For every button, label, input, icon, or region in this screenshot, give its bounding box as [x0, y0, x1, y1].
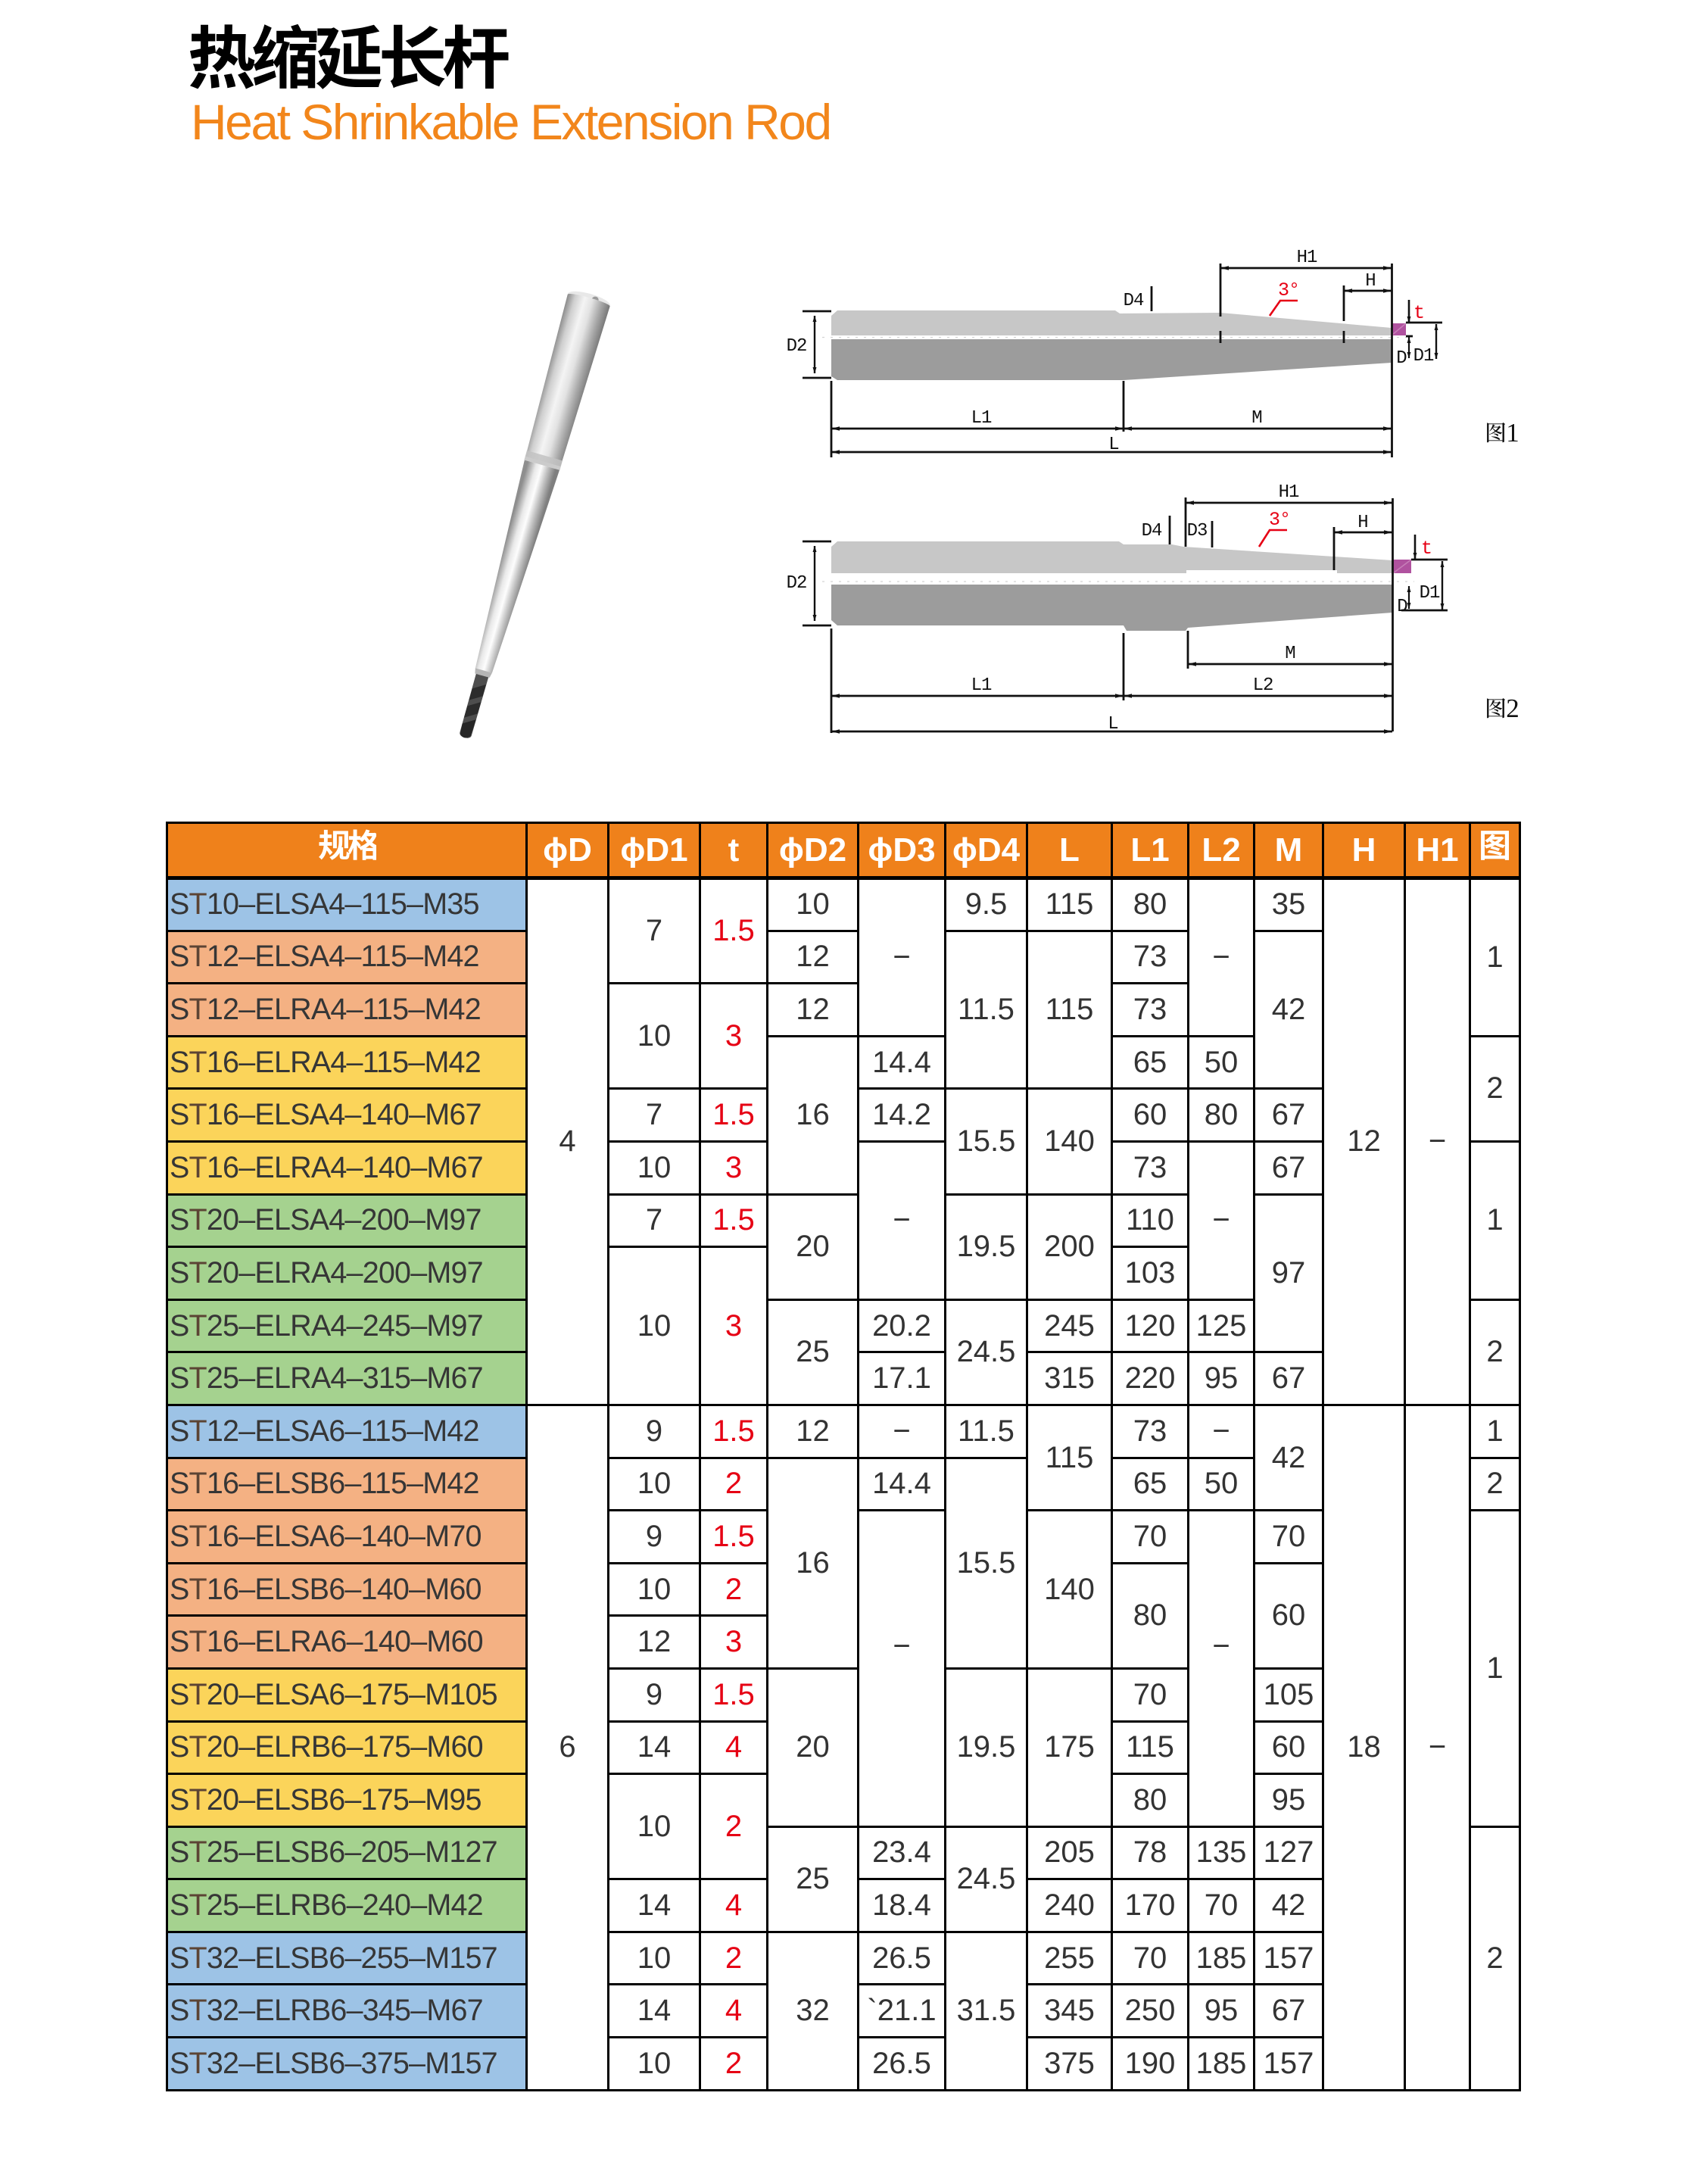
svg-text:H1: H1: [1279, 482, 1299, 503]
svg-text:D2: D2: [787, 336, 807, 357]
svg-text:H: H: [1365, 271, 1375, 292]
svg-text:1: 1: [1506, 418, 1519, 448]
svg-text:M: M: [1251, 408, 1261, 429]
svg-text:t: t: [1413, 302, 1424, 324]
svg-text:D1: D1: [1413, 346, 1434, 366]
svg-text:D4: D4: [1124, 291, 1144, 311]
svg-text:H: H: [1357, 513, 1367, 533]
svg-text:2: 2: [1506, 694, 1519, 723]
svg-text:D: D: [1396, 348, 1407, 369]
svg-text:D2: D2: [787, 573, 807, 594]
svg-text:M: M: [1285, 644, 1295, 664]
svg-text:D: D: [1397, 597, 1407, 617]
svg-text:3°: 3°: [1278, 279, 1299, 301]
svg-text:D3: D3: [1187, 521, 1208, 541]
svg-text:H1: H1: [1297, 248, 1317, 268]
svg-text:L: L: [1108, 714, 1117, 734]
svg-text:L: L: [1108, 435, 1118, 455]
svg-text:D1: D1: [1420, 583, 1440, 603]
svg-text:L2: L2: [1253, 675, 1273, 696]
svg-text:L1: L1: [971, 675, 992, 696]
svg-text:L1: L1: [971, 408, 992, 429]
svg-text:D4: D4: [1142, 521, 1162, 541]
svg-text:t: t: [1421, 538, 1432, 560]
svg-text:3°: 3°: [1269, 509, 1290, 531]
